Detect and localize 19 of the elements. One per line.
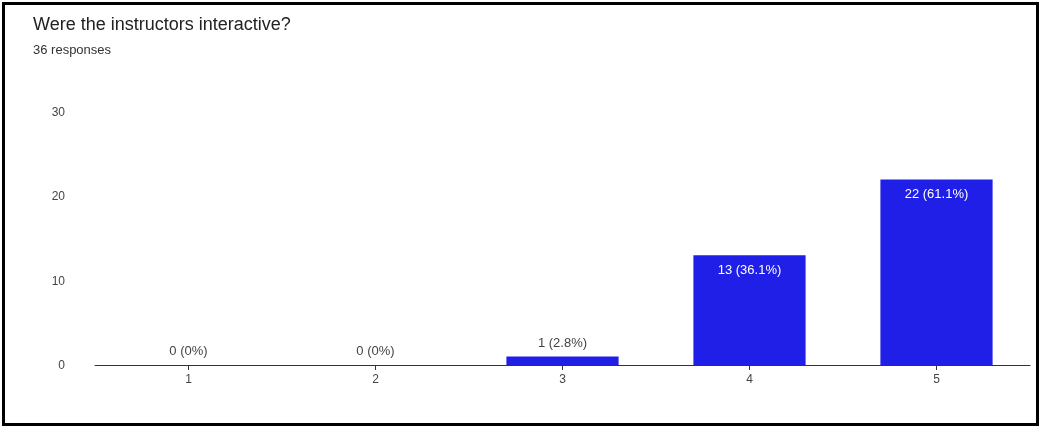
data-label: 0 (0%) (356, 343, 395, 358)
data-label: 22 (61.1%) (904, 186, 969, 202)
bar (693, 255, 806, 365)
data-label: 1 (2.8%) (537, 334, 588, 350)
data-label: 0 (0%) (169, 343, 208, 358)
x-tick-label: 4 (746, 372, 754, 386)
y-tick-label: 0 (58, 358, 66, 372)
x-tick-label: 1 (185, 372, 193, 386)
bar (506, 356, 619, 365)
x-tick-label: 3 (559, 372, 567, 386)
y-tick-label: 20 (51, 189, 66, 204)
x-tick-label: 2 (372, 372, 380, 386)
bar (880, 179, 993, 365)
y-tick-label: 30 (51, 105, 66, 119)
data-label: 13 (36.1%) (717, 262, 782, 278)
x-tick-label: 5 (933, 372, 941, 386)
chart-title: Were the instructors interactive? (33, 14, 291, 34)
y-tick-label: 10 (51, 273, 66, 288)
chart-subtitle: 36 responses (33, 42, 112, 57)
